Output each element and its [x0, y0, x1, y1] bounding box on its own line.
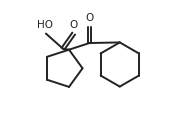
Text: O: O: [85, 13, 94, 23]
Text: HO: HO: [37, 20, 53, 30]
Text: O: O: [70, 20, 78, 30]
